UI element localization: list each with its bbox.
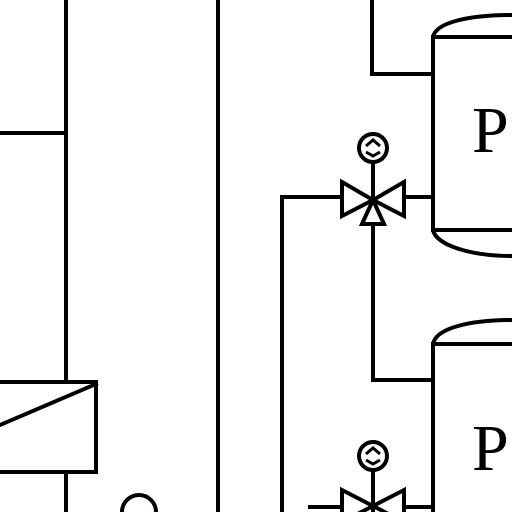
left-pipework [0,0,220,512]
motor-actuator-icon [357,440,389,472]
pump-circle-partial [120,493,158,512]
tank-upper-label: P [472,94,509,167]
three-way-valve-upper [340,132,406,226]
motor-actuator-icon [357,132,389,164]
heat-exchanger-box [0,380,99,474]
tank-lower-label: P [472,412,509,485]
tank-lower: P [431,317,512,512]
upper-valve-pipework [280,0,435,512]
three-way-valve-lower [308,440,435,512]
tank-upper: P [431,12,512,259]
